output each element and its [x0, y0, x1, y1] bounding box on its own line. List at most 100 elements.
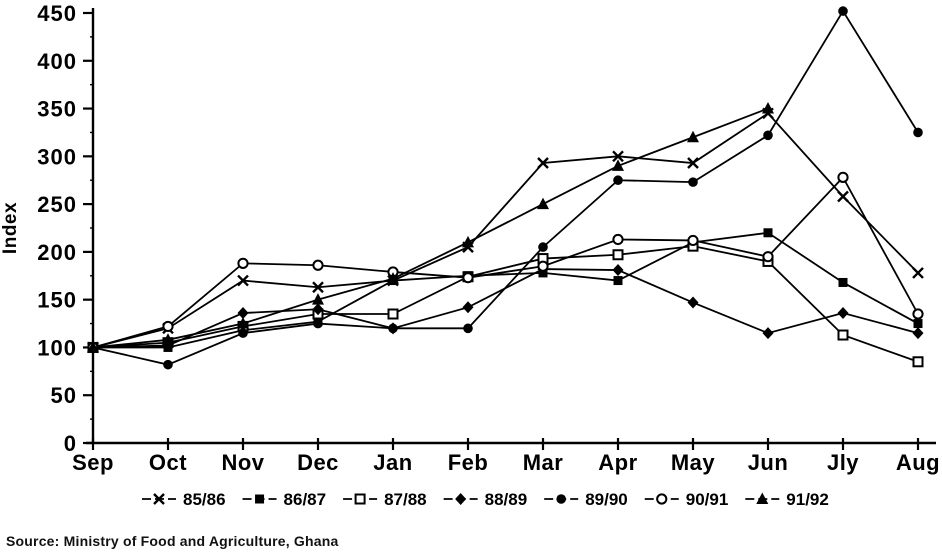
- x-cross-icon: [837, 190, 849, 203]
- open-square-icon: [837, 329, 849, 341]
- filled-circle-icon: [313, 318, 323, 329]
- legend-item-86-87: 86/87: [242, 490, 327, 509]
- filled-circle-icon: [613, 175, 623, 186]
- x-tick-label: Jun: [748, 450, 789, 475]
- x-cross-icon: [237, 274, 249, 287]
- y-tick-label: 50: [51, 383, 77, 408]
- filled-circle-icon: [463, 323, 473, 334]
- filled-circle-icon: [688, 177, 698, 187]
- legend-label: 88/89: [485, 490, 528, 509]
- filled-triangle-icon: [612, 159, 624, 171]
- open-circle-icon: [656, 493, 668, 505]
- legend-label: 86/87: [284, 490, 327, 509]
- legend-item-87-88: 87/88: [343, 490, 427, 509]
- filled-triangle-icon: [162, 333, 174, 345]
- series-91-92: [87, 102, 774, 353]
- filled-diamond-icon: [912, 327, 924, 340]
- filled-diamond-icon: [462, 301, 474, 314]
- x-cross-icon: [912, 267, 924, 279]
- x-tick-label: Dec: [297, 450, 339, 475]
- x-tick-label: Nov: [221, 450, 264, 475]
- filled-diamond-icon: [237, 307, 249, 320]
- series-line: [93, 231, 919, 349]
- x-cross-icon: [612, 150, 624, 163]
- y-tick-label: 300: [37, 144, 77, 169]
- filled-triangle-icon: [312, 293, 324, 305]
- filled-square-icon: [613, 276, 623, 286]
- filled-circle-icon: [838, 6, 848, 16]
- x-cross-icon: [687, 157, 699, 169]
- y-tick-label: 350: [37, 97, 77, 122]
- filled-circle-icon: [763, 130, 773, 141]
- filled-diamond-icon: [762, 327, 774, 340]
- open-circle-icon: [162, 320, 174, 333]
- legend-item-91-92: 91/92: [745, 490, 829, 509]
- open-circle-icon: [312, 259, 324, 271]
- y-tick-label: 200: [37, 240, 77, 265]
- filled-diamond-icon: [455, 493, 467, 505]
- open-square-icon: [912, 356, 924, 368]
- legend-label: 85/86: [183, 490, 226, 509]
- filled-diamond-icon: [612, 264, 624, 277]
- filled-circle-icon: [913, 127, 923, 138]
- filled-circle-icon: [538, 242, 548, 252]
- filled-triangle-icon: [462, 235, 474, 248]
- filled-square-icon: [838, 277, 848, 287]
- open-circle-icon: [537, 260, 549, 272]
- open-circle-icon: [612, 233, 624, 246]
- x-tick-label: Feb: [448, 450, 489, 475]
- x-tick-label: Oct: [149, 450, 187, 475]
- source-note: Source: Ministry of Food and Agriculture…: [6, 533, 339, 549]
- x-axis: Sep Oct Nov Dec Jan Feb Mar Apr May Jun Jly Aug: [72, 438, 940, 475]
- legend-label: 91/92: [786, 490, 829, 509]
- filled-triangle-icon: [237, 317, 249, 329]
- filled-circle-icon: [388, 323, 398, 334]
- x-tick-label: Mar: [523, 450, 564, 475]
- series-line: [92, 245, 919, 363]
- legend-item-85-86: 85/86: [142, 490, 226, 509]
- filled-square-icon: [763, 228, 773, 238]
- filled-square-icon: [913, 319, 923, 329]
- legend-item-89-90: 89/90: [544, 490, 628, 509]
- y-axis: 0 50 100 150 200 250 300 350 400 450 Index: [0, 1, 95, 456]
- filled-triangle-icon: [687, 130, 699, 143]
- open-circle-icon: [762, 251, 774, 263]
- series-85-86: [87, 107, 924, 354]
- open-circle-icon: [462, 272, 474, 284]
- open-square-icon: [387, 308, 399, 320]
- filled-circle-icon: [556, 494, 566, 504]
- x-tick-label: Aug: [896, 450, 940, 475]
- filled-circle-icon: [163, 359, 173, 370]
- filled-square-icon: [255, 494, 265, 504]
- x-tick-label: Apr: [598, 450, 637, 475]
- series-line: [92, 107, 769, 349]
- series-line: [92, 9, 919, 366]
- x-cross-icon: [537, 157, 549, 169]
- y-tick-label: 0: [64, 431, 77, 456]
- y-tick-label: 150: [37, 288, 77, 313]
- open-circle-icon: [912, 308, 924, 320]
- filled-triangle-icon: [756, 492, 769, 504]
- open-circle-icon: [237, 257, 249, 269]
- open-square-icon: [612, 249, 624, 261]
- legend: 85/86 86/87 87/88 88/89 89/90 90/91 91/92: [142, 490, 829, 509]
- y-tick-label: 400: [37, 49, 77, 74]
- filled-triangle-icon: [537, 197, 549, 210]
- y-tick-label: 450: [37, 1, 77, 26]
- open-square-icon: [354, 493, 366, 505]
- y-tick-label: 100: [37, 335, 77, 360]
- open-circle-icon: [687, 234, 699, 247]
- y-axis-title: Index: [0, 202, 21, 254]
- x-cross-icon: [153, 493, 165, 505]
- legend-label: 90/91: [686, 490, 729, 509]
- y-tick-label: 250: [37, 192, 77, 217]
- series-87-88: [87, 240, 924, 368]
- series-89-90: [88, 6, 923, 370]
- series-line: [92, 175, 919, 349]
- x-cross-icon: [312, 281, 324, 294]
- legend-label: 89/90: [585, 490, 628, 509]
- filled-triangle-icon: [387, 272, 399, 284]
- series-line: [92, 112, 919, 349]
- x-tick-label: Jly: [827, 450, 859, 475]
